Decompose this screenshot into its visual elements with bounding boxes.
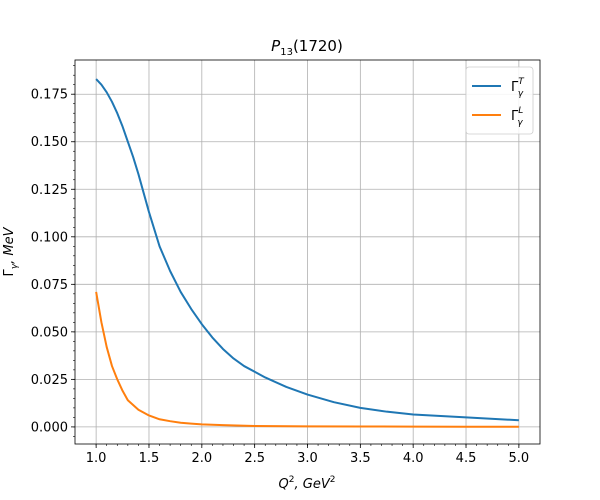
y-tick-label: 0.050 bbox=[31, 325, 68, 340]
series-line-gamma-l bbox=[95, 291, 519, 428]
y-tick-label: 0.000 bbox=[31, 420, 68, 435]
x-axis-title: Q2, GeV2 bbox=[279, 475, 336, 492]
x-tick-label: 5.0 bbox=[509, 451, 530, 466]
chart-title: P13(1720) bbox=[271, 37, 343, 58]
series-line-gamma-t bbox=[95, 78, 519, 422]
legend-label-gamma-l: ΓL γ bbox=[511, 106, 523, 128]
y-tick-label: 0.125 bbox=[31, 183, 68, 198]
grid bbox=[75, 60, 540, 444]
y-axis: 0.000 0.025 0.050 0.075 0.100 0.125 0.150 0.175 bbox=[31, 65, 75, 437]
y-axis-title: Γγ, MeV bbox=[2, 226, 20, 276]
legend: ΓT γ ΓL γ bbox=[465, 66, 534, 135]
y-tick-label: 0.175 bbox=[31, 88, 68, 103]
legend-label-gamma-t: ΓT γ bbox=[511, 77, 525, 99]
x-tick-label: 4.0 bbox=[403, 451, 424, 466]
x-tick-label: 3.5 bbox=[350, 451, 371, 466]
x-axis: 1.0 1.5 2.0 2.5 3.0 3.5 4.0 4.5 5.0 bbox=[86, 444, 529, 466]
x-tick-label: 1.0 bbox=[86, 451, 107, 466]
x-tick-label: 3.0 bbox=[297, 451, 318, 466]
x-tick-label: 4.5 bbox=[456, 451, 477, 466]
x-tick-label: 2.0 bbox=[191, 451, 212, 466]
y-tick-label: 0.150 bbox=[31, 135, 68, 150]
x-tick-label: 2.5 bbox=[244, 451, 265, 466]
series-layer bbox=[95, 78, 519, 428]
x-tick-label: 1.5 bbox=[139, 451, 160, 466]
legend-frame bbox=[465, 66, 534, 135]
y-tick-label: 0.075 bbox=[31, 278, 68, 293]
y-tick-label: 0.025 bbox=[31, 373, 68, 388]
y-tick-label: 0.100 bbox=[31, 230, 68, 245]
